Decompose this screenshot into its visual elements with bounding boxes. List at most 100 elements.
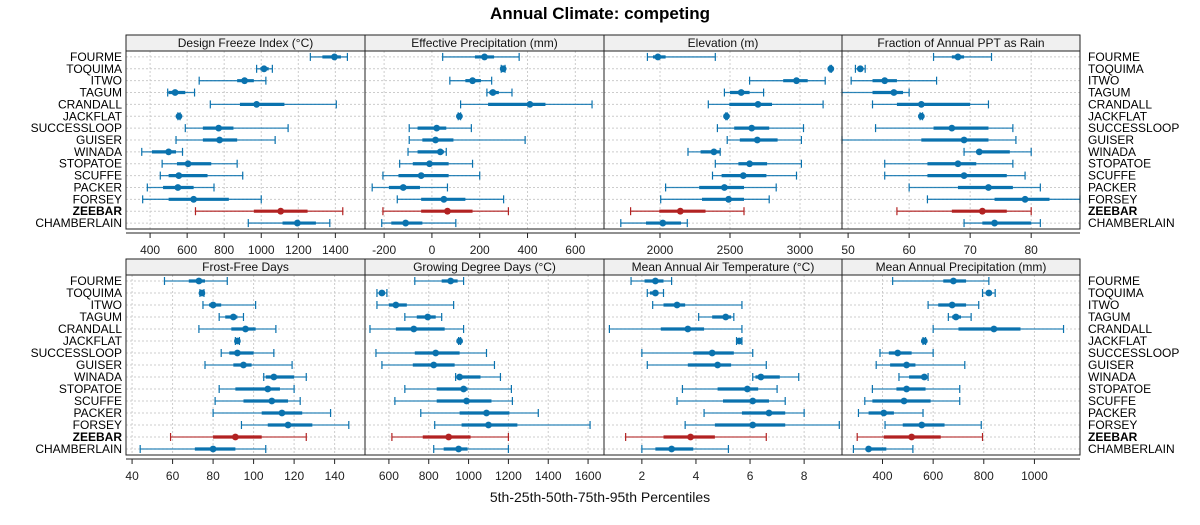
panel-title: Frost-Free Days <box>202 260 289 274</box>
row-label-right: CHAMBERLAIN <box>1088 442 1175 456</box>
median-point <box>253 101 261 108</box>
row-label-right: GUISER <box>1088 358 1134 372</box>
row-label-left: CRANDALL <box>58 322 122 336</box>
median-point <box>827 65 835 73</box>
median-point <box>426 160 433 168</box>
row-label-left: TAGUM <box>80 86 122 100</box>
axis-tick-label: 800 <box>214 243 234 257</box>
median-point <box>749 421 757 429</box>
median-point <box>991 219 998 227</box>
median-point <box>198 289 206 297</box>
median-point <box>952 313 960 321</box>
row-label-left: WINADA <box>74 145 122 159</box>
median-point <box>903 385 910 393</box>
median-point <box>917 112 925 120</box>
row-label-left: ITWO <box>91 298 122 312</box>
row-label-left: ZEEBAR <box>73 204 123 218</box>
median-point <box>651 277 659 285</box>
median-point <box>463 397 470 405</box>
median-point <box>284 421 292 429</box>
row-label-right: CHAMBERLAIN <box>1088 216 1175 230</box>
row-label-right: FOURME <box>1088 50 1140 64</box>
median-point <box>399 184 407 191</box>
median-point <box>440 195 448 203</box>
median-point <box>880 409 888 417</box>
axis-tick-label: 120 <box>284 469 304 483</box>
median-point <box>175 172 183 180</box>
row-label-left: SCUFFE <box>74 394 122 408</box>
row-label-left: CHAMBERLAIN <box>35 216 122 230</box>
axis-tick-label: 50 <box>841 243 855 257</box>
median-point <box>985 184 992 191</box>
row-label-right: ITWO <box>1088 74 1119 88</box>
row-label-left: CRANDALL <box>58 97 122 111</box>
axis-tick-label: 600 <box>565 243 585 257</box>
row-label-left: PACKER <box>74 406 123 420</box>
row-label-left: FORSEY <box>73 418 122 432</box>
median-point <box>748 124 756 132</box>
panel-title: Growing Degree Days (°C) <box>413 260 556 274</box>
median-point <box>456 112 463 120</box>
median-point <box>985 289 993 297</box>
median-point <box>436 148 444 156</box>
median-point <box>278 409 286 417</box>
row-label-right: WINADA <box>1088 145 1136 159</box>
row-label-right: TAGUM <box>1088 86 1130 100</box>
median-point <box>710 148 718 156</box>
median-point <box>723 112 730 120</box>
row-label-left: CHAMBERLAIN <box>35 442 122 456</box>
median-point <box>651 289 659 297</box>
median-point <box>392 301 400 309</box>
panel-title: Effective Precipitation (mm) <box>411 36 558 50</box>
axis-tick-label: 400 <box>872 469 892 483</box>
row-label-right: WINADA <box>1088 370 1136 384</box>
median-point <box>485 421 492 429</box>
median-point <box>714 361 721 369</box>
median-point <box>954 53 962 61</box>
row-label-right: FORSEY <box>1088 418 1137 432</box>
median-point <box>757 373 765 381</box>
row-label-right: ZEEBAR <box>1088 204 1138 218</box>
median-point <box>410 325 418 333</box>
median-point <box>264 385 272 393</box>
axis-tick-label: 1000 <box>455 469 482 483</box>
median-point <box>184 160 192 168</box>
panel-title: Mean Annual Air Temperature (°C) <box>632 260 815 274</box>
panel-title: Design Freeze Index (°C) <box>178 36 314 50</box>
row-label-left: JACKFLAT <box>63 109 123 123</box>
median-point <box>687 433 694 441</box>
row-label-right: SCUFFE <box>1088 169 1136 183</box>
median-point <box>908 433 916 441</box>
row-label-right: SCUFFE <box>1088 394 1136 408</box>
median-point <box>659 219 667 227</box>
row-label-left: SUCCESSLOOP <box>31 121 122 135</box>
axis-tick-label: 800 <box>419 469 439 483</box>
median-point <box>725 195 732 203</box>
median-point <box>950 277 957 285</box>
median-point <box>920 373 928 381</box>
row-label-left: FOURME <box>70 274 122 288</box>
row-label-left: ZEEBAR <box>73 430 123 444</box>
median-point <box>684 325 692 333</box>
median-point <box>673 301 681 309</box>
axis-tick-label: 6 <box>747 469 754 483</box>
row-label-right: JACKFLAT <box>1088 334 1148 348</box>
median-point <box>865 445 872 453</box>
median-point <box>233 337 241 345</box>
median-point <box>402 219 410 227</box>
median-point <box>894 349 902 357</box>
panel-title: Elevation (m) <box>688 36 759 50</box>
row-label-right: ITWO <box>1088 298 1119 312</box>
median-point <box>277 207 285 215</box>
row-label-left: TOQUIMA <box>66 62 122 76</box>
axis-tick-label: 70 <box>963 243 977 257</box>
median-point <box>765 409 773 417</box>
row-label-right: PACKER <box>1088 180 1137 194</box>
row-label-left: GUISER <box>76 358 122 372</box>
median-point <box>721 184 728 191</box>
median-point <box>975 148 983 156</box>
median-point <box>735 337 743 345</box>
row-label-right: STOPATOE <box>1088 382 1151 396</box>
median-point <box>483 409 490 417</box>
median-point <box>856 65 864 73</box>
